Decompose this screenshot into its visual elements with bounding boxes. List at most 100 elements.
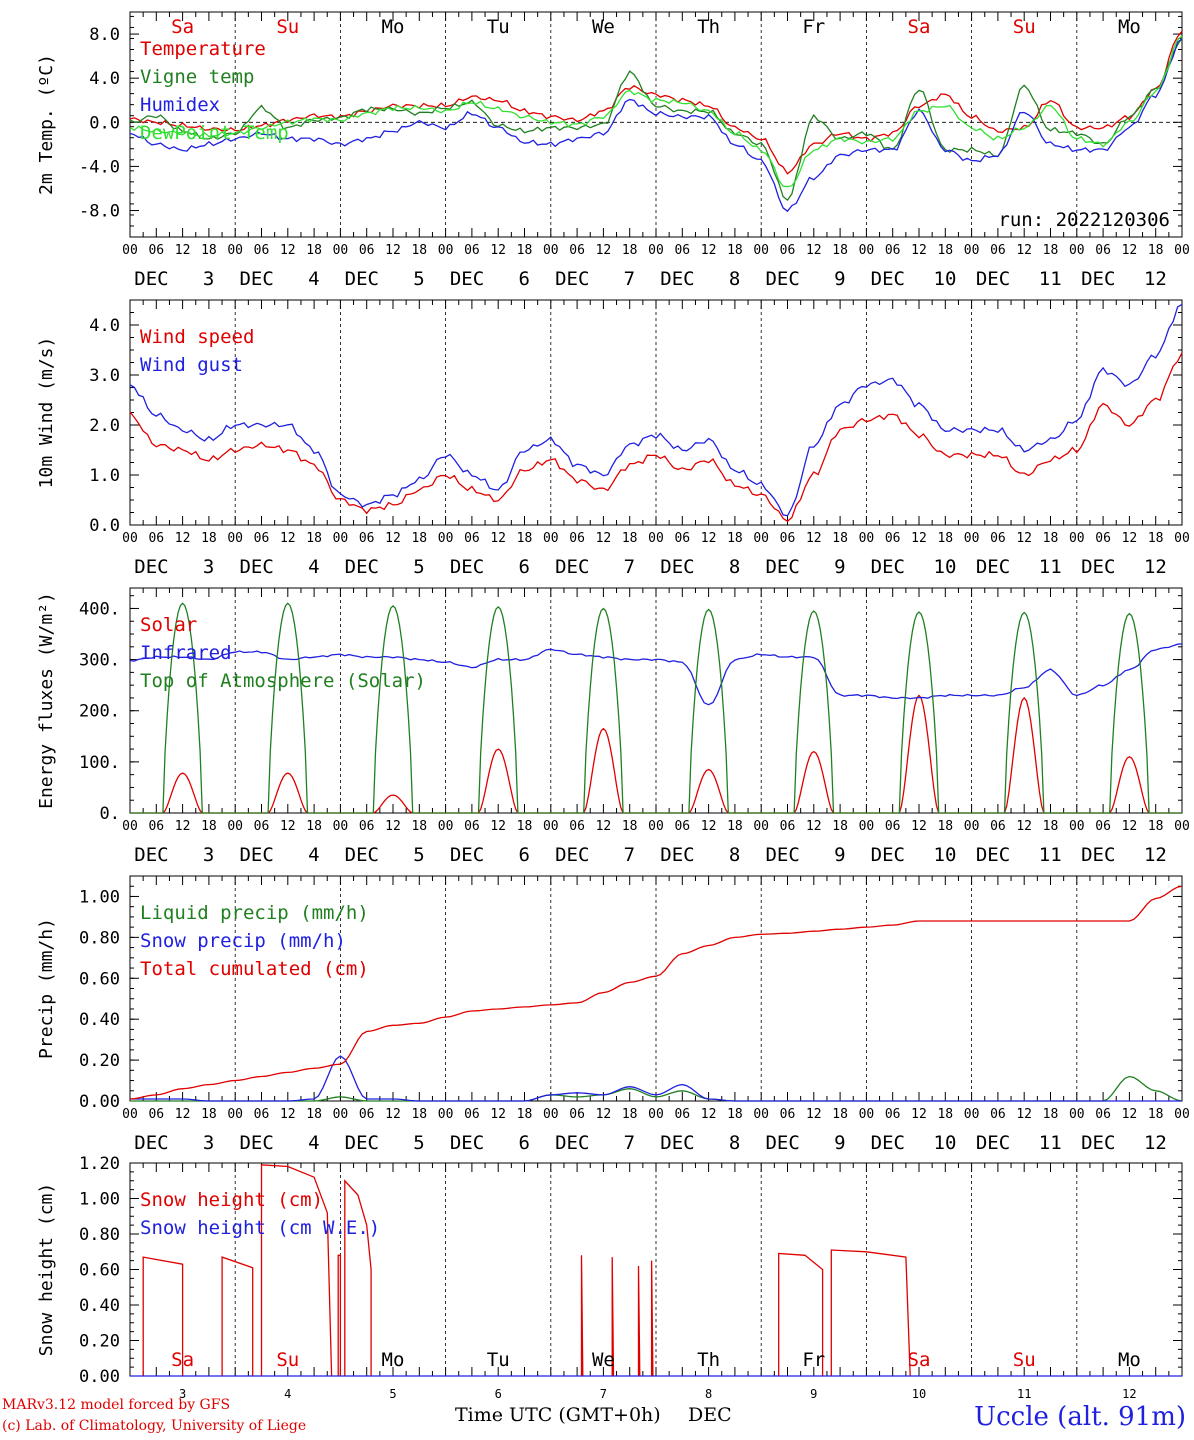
x-hour-tick: 00 bbox=[1174, 243, 1190, 258]
x-hour-tick: 00 bbox=[227, 1107, 243, 1122]
x-hour-tick: 00 bbox=[753, 531, 769, 546]
x-hour-tick: 06 bbox=[254, 819, 270, 834]
y-tick-label: 2.0 bbox=[89, 416, 120, 436]
x-hour-tick: 06 bbox=[674, 531, 690, 546]
weekday-label-top: Su bbox=[1013, 16, 1036, 38]
x-day-label: 11 bbox=[1039, 844, 1062, 866]
x-day-label: 12 bbox=[1144, 556, 1167, 578]
y-tick-label: 0.00 bbox=[79, 1367, 120, 1387]
x-hour-tick: 00 bbox=[543, 1107, 559, 1122]
x-day-prefix: DEC bbox=[345, 268, 379, 290]
weekday-label-bottom: Su bbox=[276, 1349, 299, 1371]
x-hour-tick: 12 bbox=[701, 531, 717, 546]
x-day-label: 4 bbox=[308, 1132, 319, 1154]
x-day-prefix: DEC bbox=[450, 844, 484, 866]
x-hour-tick: 12 bbox=[1016, 531, 1032, 546]
x-hour-tick: 06 bbox=[359, 243, 375, 258]
x-hour-tick: 18 bbox=[411, 531, 427, 546]
station-label: Uccle (alt. 91m) bbox=[974, 1402, 1186, 1432]
legend-entry: Wind speed bbox=[140, 326, 254, 348]
x-day-label: 9 bbox=[834, 1132, 845, 1154]
x-day-number: 12 bbox=[1122, 1387, 1136, 1401]
x-hour-tick: 06 bbox=[674, 243, 690, 258]
x-day-label: 8 bbox=[729, 556, 740, 578]
panel-snow bbox=[129, 1162, 1183, 1377]
x-day-prefix: DEC bbox=[134, 268, 168, 290]
x-hour-tick: 12 bbox=[596, 243, 612, 258]
weekday-label-top: Fr bbox=[802, 16, 825, 38]
x-hour-tick: 18 bbox=[1043, 1107, 1059, 1122]
x-hour-tick: 06 bbox=[148, 243, 164, 258]
x-hour-tick: 18 bbox=[1043, 819, 1059, 834]
x-hour-tick: 06 bbox=[464, 243, 480, 258]
x-hour-tick: 00 bbox=[227, 531, 243, 546]
x-hour-tick: 00 bbox=[859, 819, 875, 834]
x-hour-tick: 18 bbox=[937, 531, 953, 546]
y-axis-label: Precip (mm/h) bbox=[36, 918, 57, 1059]
x-day-label: 12 bbox=[1144, 844, 1167, 866]
x-day-prefix: DEC bbox=[1081, 1132, 1115, 1154]
x-day-prefix: DEC bbox=[765, 1132, 799, 1154]
x-day-label: 8 bbox=[729, 1132, 740, 1154]
x-day-label: 9 bbox=[834, 556, 845, 578]
x-day-number: 8 bbox=[705, 1387, 712, 1401]
x-hour-tick: 06 bbox=[569, 531, 585, 546]
x-day-label: 4 bbox=[308, 268, 319, 290]
x-hour-tick: 06 bbox=[464, 531, 480, 546]
x-hour-tick: 18 bbox=[517, 531, 533, 546]
y-tick-label: 0.20 bbox=[79, 1332, 120, 1352]
x-hour-tick: 18 bbox=[1148, 1107, 1164, 1122]
panel-temp bbox=[129, 11, 1183, 238]
x-day-label: 6 bbox=[518, 556, 529, 578]
x-day-prefix: DEC bbox=[1081, 556, 1115, 578]
panel-precip bbox=[129, 875, 1183, 1102]
x-hour-tick: 06 bbox=[359, 819, 375, 834]
y-tick-label: 0.80 bbox=[79, 1225, 120, 1245]
x-day-label: 4 bbox=[308, 556, 319, 578]
x-hour-tick: 18 bbox=[727, 819, 743, 834]
x-day-prefix: DEC bbox=[555, 1132, 589, 1154]
x-day-label: 7 bbox=[624, 844, 635, 866]
x-hour-tick: 00 bbox=[1174, 819, 1190, 834]
weekday-label-bottom: Sa bbox=[908, 1349, 931, 1371]
x-hour-tick: 00 bbox=[964, 243, 980, 258]
weekday-label-top: Mo bbox=[382, 16, 405, 38]
x-hour-tick: 12 bbox=[490, 819, 506, 834]
x-hour-tick: 06 bbox=[885, 531, 901, 546]
x-hour-tick: 12 bbox=[490, 243, 506, 258]
x-hour-tick: 00 bbox=[438, 819, 454, 834]
x-hour-tick: 06 bbox=[990, 243, 1006, 258]
x-hour-tick: 06 bbox=[780, 243, 796, 258]
y-axis-label: 10m Wind (m/s) bbox=[36, 337, 57, 489]
x-day-prefix: DEC bbox=[239, 556, 273, 578]
series-line-vigne-temp bbox=[129, 37, 1183, 202]
x-hour-tick: 18 bbox=[832, 1107, 848, 1122]
x-hour-tick: 00 bbox=[543, 243, 559, 258]
x-hour-tick: 18 bbox=[411, 819, 427, 834]
x-hour-tick: 12 bbox=[280, 819, 296, 834]
x-hour-tick: 06 bbox=[464, 819, 480, 834]
x-hour-tick: 18 bbox=[306, 531, 322, 546]
x-day-prefix: DEC bbox=[450, 268, 484, 290]
x-axis-title: Time UTC (GMT+0h) bbox=[455, 1404, 661, 1426]
x-hour-tick: 12 bbox=[911, 819, 927, 834]
x-hour-tick: 06 bbox=[254, 531, 270, 546]
x-hour-tick: 00 bbox=[1069, 819, 1085, 834]
x-day-number: 6 bbox=[495, 1387, 502, 1401]
x-hour-tick: 12 bbox=[175, 819, 191, 834]
x-day-label: 10 bbox=[934, 844, 957, 866]
x-hour-tick: 06 bbox=[148, 819, 164, 834]
x-hour-tick: 18 bbox=[622, 531, 638, 546]
x-day-label: 8 bbox=[729, 844, 740, 866]
x-hour-tick: 18 bbox=[1043, 243, 1059, 258]
x-hour-tick: 18 bbox=[832, 531, 848, 546]
x-day-number: 9 bbox=[810, 1387, 817, 1401]
x-day-label: 5 bbox=[413, 844, 424, 866]
x-hour-tick: 00 bbox=[227, 819, 243, 834]
x-hour-tick: 00 bbox=[648, 243, 664, 258]
weekday-label-bottom: Mo bbox=[1118, 1349, 1141, 1371]
x-hour-tick: 12 bbox=[701, 819, 717, 834]
x-hour-tick: 06 bbox=[885, 1107, 901, 1122]
x-hour-tick: 06 bbox=[359, 1107, 375, 1122]
x-hour-tick: 12 bbox=[385, 531, 401, 546]
